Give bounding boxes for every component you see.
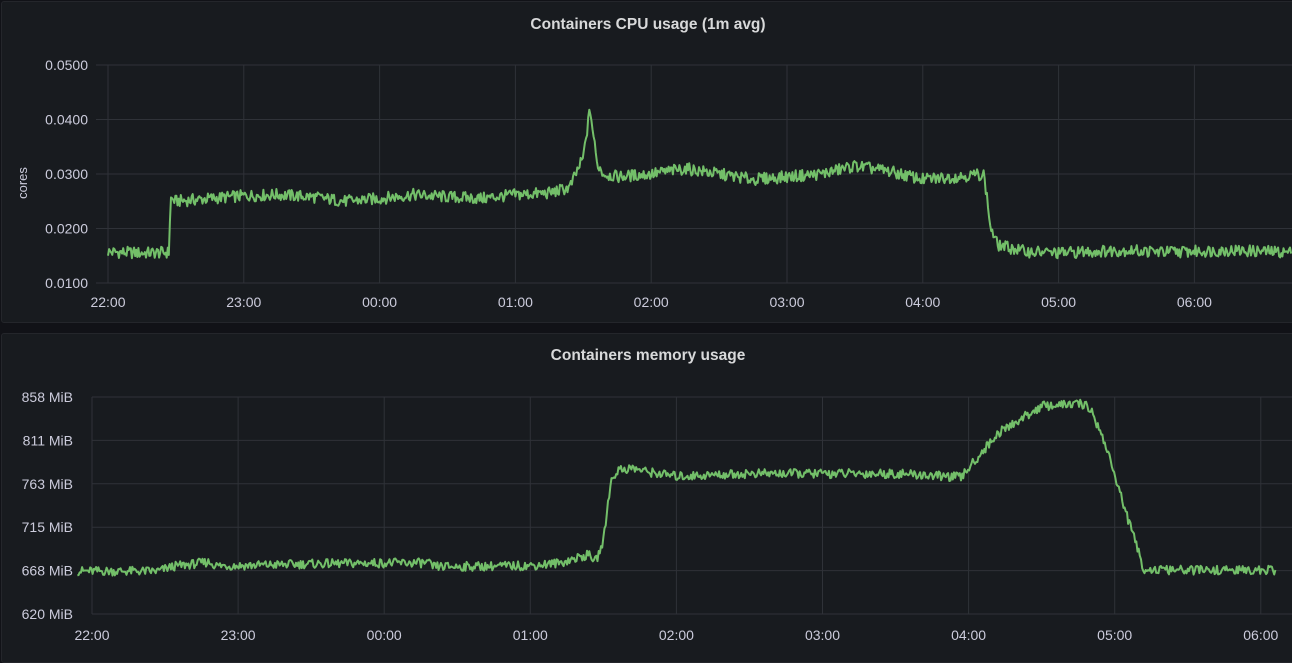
- mem-y-tick-label: 715 MiB: [22, 519, 73, 535]
- mem-x-tick-label: 02:00: [659, 627, 694, 643]
- mem-x-tick-label: 04:00: [951, 627, 986, 643]
- cpu-x-tick-label: 01:00: [498, 294, 533, 310]
- cpu-y-tick-label: 0.0300: [45, 166, 88, 182]
- cpu-x-tick-label: 02:00: [634, 294, 669, 310]
- mem-x-tick-label: 05:00: [1097, 627, 1132, 643]
- mem-x-tick-label: 00:00: [367, 627, 402, 643]
- cpu-y-tick-label: 0.0200: [45, 221, 88, 237]
- mem-y-tick-label: 620 MiB: [22, 606, 73, 622]
- cpu-x-tick-label: 04:00: [905, 294, 940, 310]
- cpu-x-tick-label: 23:00: [226, 294, 261, 310]
- cpu-x-tick-label: 05:00: [1041, 294, 1076, 310]
- cpu-x-tick-label: 03:00: [769, 294, 804, 310]
- cpu-y-tick-label: 0.0100: [45, 275, 88, 291]
- memory-chart-title[interactable]: Containers memory usage: [550, 347, 746, 364]
- mem-x-tick-label: 22:00: [74, 627, 109, 643]
- mem-x-tick-label: 01:00: [513, 627, 548, 643]
- cpu-usage-panel: Containers CPU usage (1m avg): [1, 1, 1292, 323]
- memory-usage-panel: Containers memory usage: [1, 333, 1292, 663]
- mem-y-tick-label: 811 MiB: [23, 432, 73, 448]
- mem-series-line: [77, 398, 1277, 577]
- cpu-chart-title[interactable]: Containers CPU usage (1m avg): [530, 16, 766, 33]
- mem-y-tick-label: 858 MiB: [22, 389, 73, 405]
- mem-x-tick-label: 03:00: [805, 627, 840, 643]
- mem-y-tick-label: 668 MiB: [22, 563, 73, 579]
- cpu-y-tick-label: 0.0400: [45, 112, 88, 128]
- mem-x-tick-label: 06:00: [1243, 627, 1278, 643]
- cpu-y-axis-label: cores: [15, 167, 30, 199]
- mem-x-tick-label: 23:00: [221, 627, 256, 643]
- cpu-x-tick-label: 06:00: [1177, 294, 1212, 310]
- mem-y-tick-label: 763 MiB: [22, 476, 73, 492]
- cpu-x-tick-label: 00:00: [362, 294, 397, 310]
- cpu-x-tick-label: 22:00: [90, 294, 125, 310]
- cpu-y-tick-label: 0.0500: [45, 57, 88, 73]
- cpu-series-line: [107, 108, 1292, 260]
